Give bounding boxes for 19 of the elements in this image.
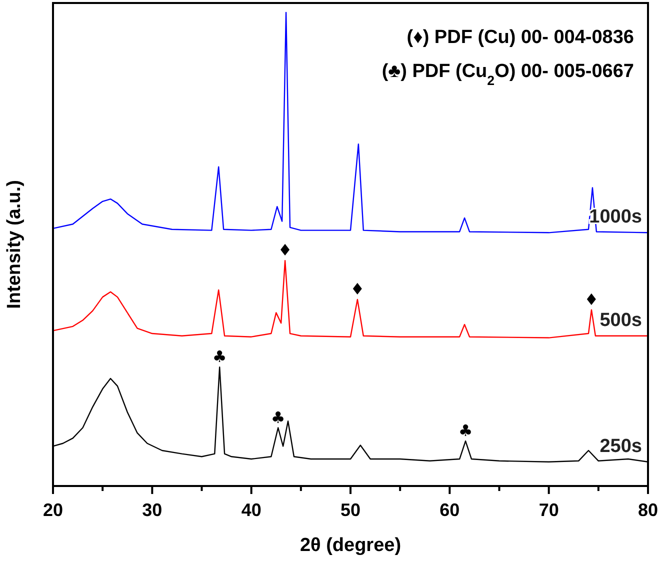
annotation: ♦ (584, 290, 599, 309)
x-tick-label: 20 (42, 500, 64, 520)
annotation: ♣ (212, 347, 227, 366)
x-tick-label: 70 (538, 500, 559, 520)
x-tick-label: 30 (142, 500, 162, 520)
x-tick-label: 50 (340, 500, 361, 520)
x-tick-label: 40 (241, 500, 262, 520)
annotation: ♣ (270, 408, 286, 427)
x-axis-title: 2θ (degree) (300, 535, 402, 556)
series-label: 250s (600, 436, 642, 457)
series-label: 500s (600, 310, 642, 331)
annotation: ♦ (350, 279, 365, 298)
annotation: (♦) PDF (Cu) 00- 004-0836 (406, 27, 634, 48)
x-tick-label: 80 (638, 500, 658, 520)
y-axis-title: Intensity (a.u.) (4, 180, 25, 309)
annotation: ♦ (278, 240, 292, 260)
annotation: ♣ (458, 421, 473, 440)
x-tick-label: 60 (440, 500, 460, 520)
annotation: (♣) PDF (Cu$_{2}$O) 00- 005-0667 (382, 61, 634, 88)
